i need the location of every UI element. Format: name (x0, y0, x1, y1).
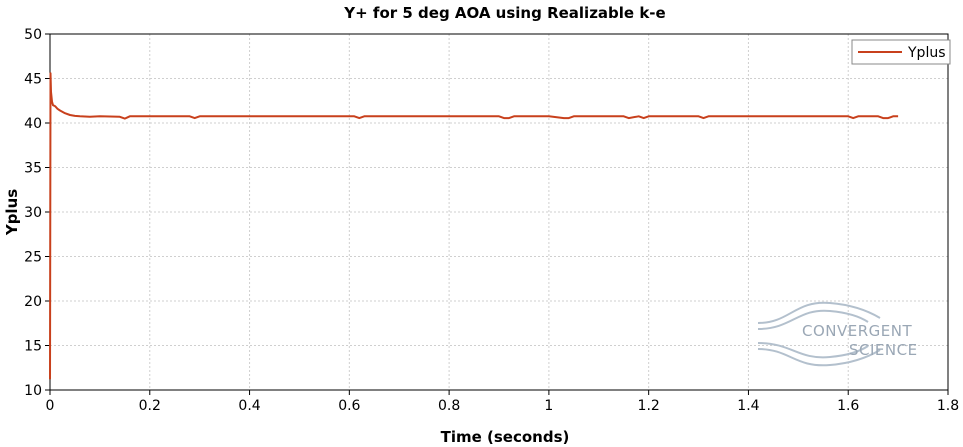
y-tick-label: 40 (24, 116, 42, 132)
x-axis: 0 0.2 0.4 0.6 0.8 1 1.2 1.4 1.6 1.8 (46, 390, 959, 414)
x-tick-label: 1.6 (837, 398, 859, 414)
series-group (49, 72, 899, 380)
y-tick-label: 20 (24, 294, 42, 310)
grid-lines (50, 34, 948, 390)
x-tick-label: 1.4 (737, 398, 759, 414)
x-axis-label: Time (seconds) (441, 428, 570, 446)
legend: Yplus (851, 39, 951, 65)
y-tick-label: 35 (24, 161, 42, 177)
x-tick-label: 0.8 (438, 398, 460, 414)
x-tick-label: 0.6 (338, 398, 360, 414)
x-tick-label: 1.8 (937, 398, 959, 414)
watermark-line2: SCIENCE (849, 341, 918, 359)
y-tick-label: 15 (24, 339, 42, 355)
y-tick-label: 10 (24, 383, 42, 399)
x-tick-label: 0 (46, 398, 55, 414)
x-tick-label: 0.4 (238, 398, 260, 414)
y-tick-label: 45 (24, 72, 42, 88)
x-tick-label: 0.2 (139, 398, 161, 414)
y-tick-label: 30 (24, 205, 42, 221)
y-tick-label: 50 (24, 27, 42, 43)
watermark-logo: CONVERGENT SCIENCE (757, 301, 918, 367)
chart-title: Y+ for 5 deg AOA using Realizable k-e (343, 4, 665, 22)
watermark-line1: CONVERGENT (802, 322, 912, 340)
x-tick-label: 1 (544, 398, 553, 414)
y-axis: 10 15 20 25 30 35 40 45 50 (24, 27, 50, 399)
y-axis-label: Yplus (3, 189, 21, 236)
watermark-waves-icon (757, 301, 881, 367)
series-line-yplus (49, 72, 899, 380)
legend-label: Yplus (907, 45, 946, 61)
x-tick-label: 1.2 (638, 398, 660, 414)
y-tick-label: 25 (24, 250, 42, 266)
